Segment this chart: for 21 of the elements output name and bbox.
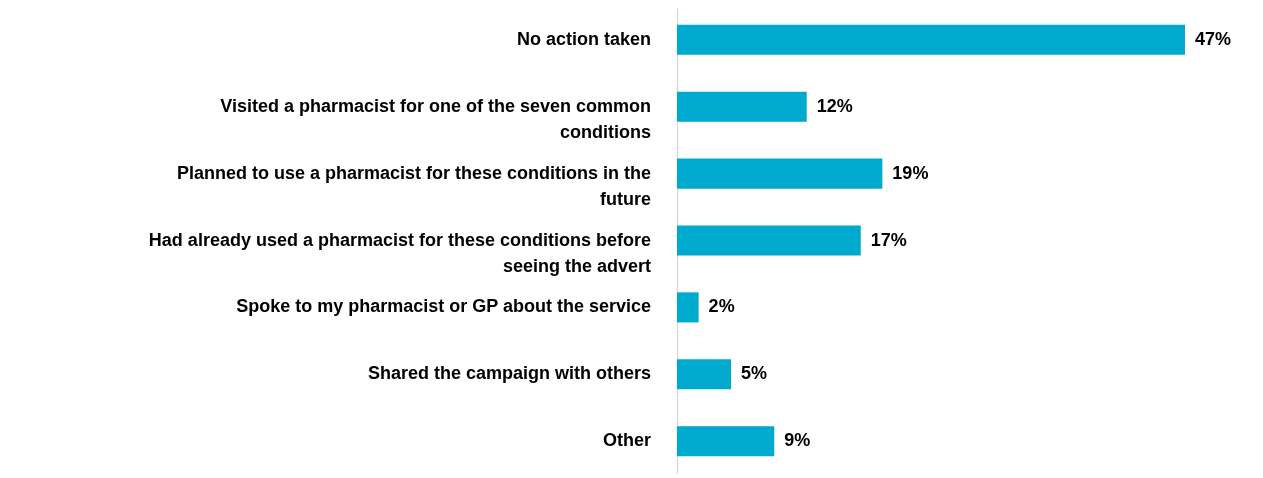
- bar: [677, 426, 775, 457]
- data-label: 9%: [784, 430, 811, 451]
- data-label: 2%: [708, 296, 735, 317]
- data-label: 5%: [741, 363, 768, 384]
- y-tick-label: Other: [602, 430, 651, 451]
- data-label: 47%: [1195, 28, 1232, 49]
- y-tick-label: Shared the campaign with others: [367, 363, 651, 384]
- bar: [677, 91, 807, 122]
- y-tick-label: Had already used a pharmacist for these conditions before seeing the advert: [148, 229, 651, 276]
- data-label: 19%: [892, 162, 929, 183]
- y-tick-label: Planned to use a pharmacist for these conditions in the future: [176, 162, 651, 209]
- bar: [677, 359, 732, 390]
- bar: [677, 158, 883, 189]
- bar: [677, 225, 861, 256]
- data-label: 12%: [816, 95, 853, 116]
- y-tick-label: Spoke to my pharmacist or GP about the service: [236, 296, 651, 317]
- bar: [677, 24, 1185, 55]
- y-tick-label: Visited a pharmacist for one of the seven common conditions: [220, 95, 651, 142]
- bar: [677, 292, 699, 323]
- y-tick-label: No action taken: [516, 28, 651, 49]
- data-label: 17%: [870, 229, 907, 250]
